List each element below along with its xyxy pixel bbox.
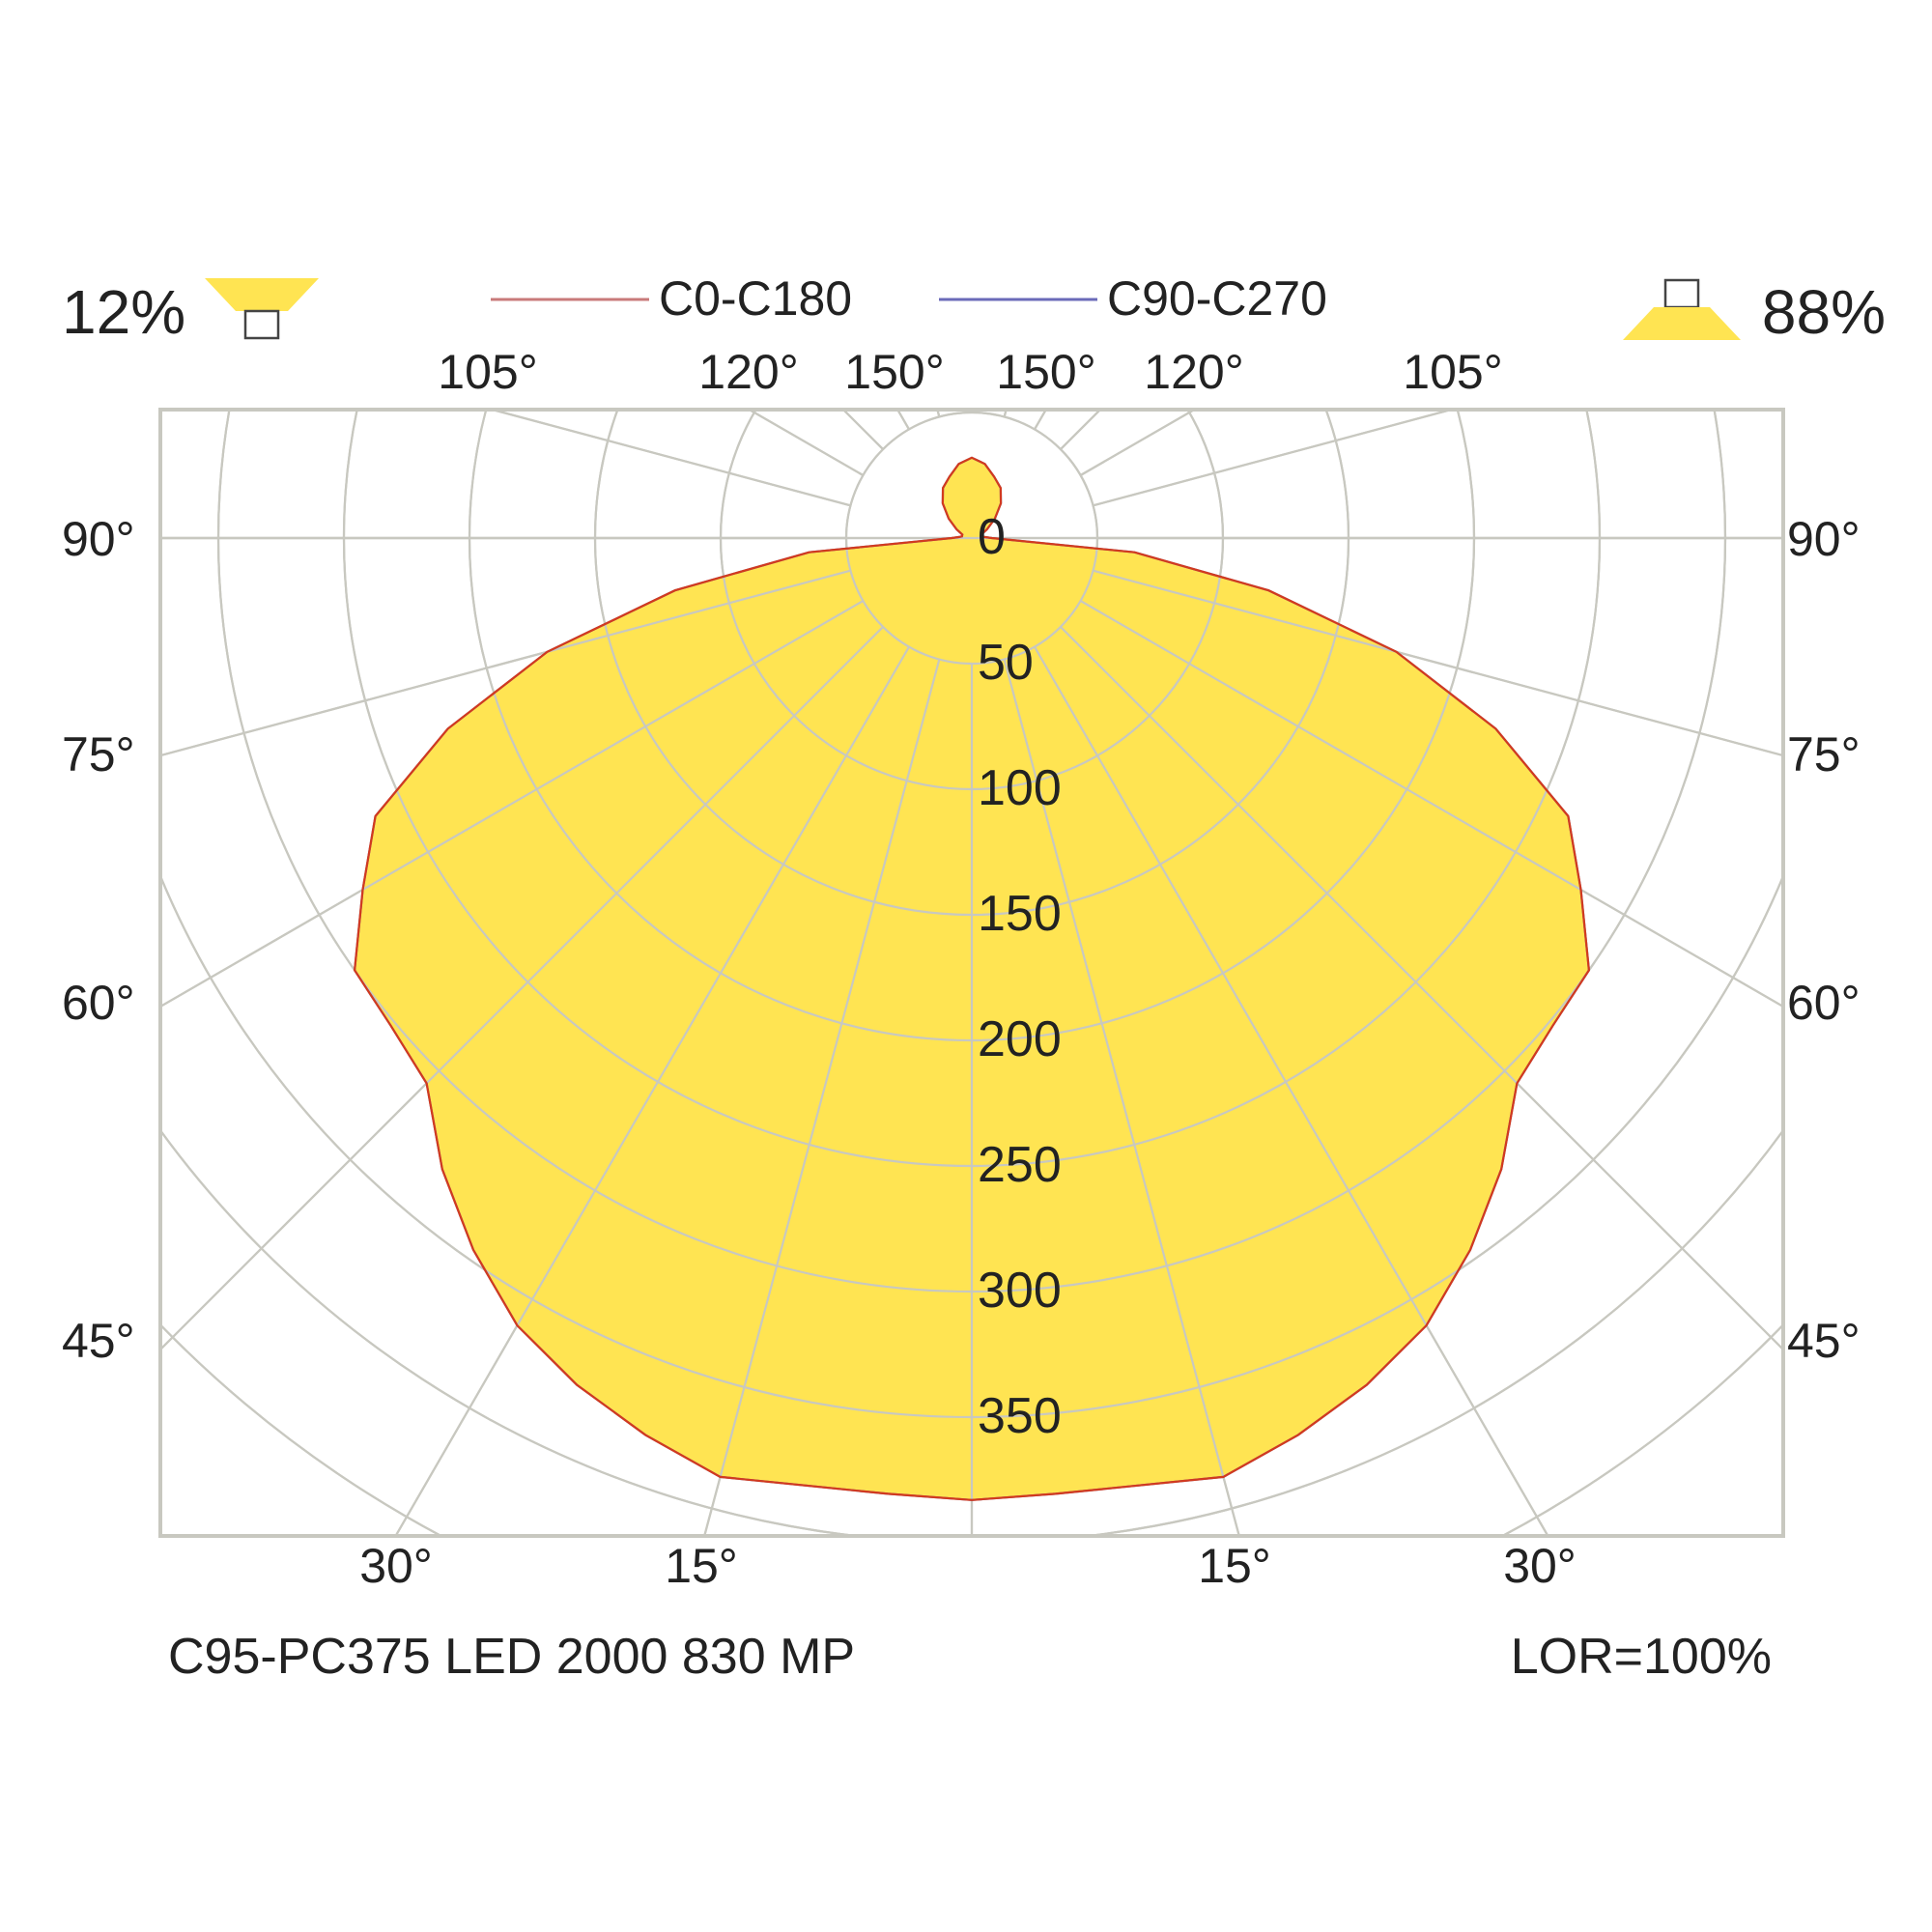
- angle-label-top-4: 120°: [1144, 345, 1243, 399]
- grid-spoke-15-left-overlay: [703, 659, 941, 1536]
- product-name: C95-PC375 LED 2000 830 MP: [168, 1629, 855, 1685]
- downlight-percent: 88%: [1762, 277, 1886, 347]
- radial-label-250: 250: [978, 1137, 1062, 1193]
- grid-spoke-120-left-overlay: [747, 410, 864, 476]
- grid-spoke-150-right-overlay: [1034, 410, 1048, 430]
- plot-frame: [158, 408, 1785, 1538]
- angle-label-bottom-3: 30°: [1503, 1539, 1577, 1593]
- grid-spoke-60-left-overlay: [160, 600, 864, 1009]
- grid-spoke-120-left: [747, 410, 864, 476]
- downlight-lamp-icon: [1623, 278, 1741, 340]
- legend-item-c0-c180: C0-C180: [491, 271, 852, 326]
- radial-label-50: 50: [978, 635, 1034, 691]
- grid-spoke-15-right-overlay: [1003, 659, 1240, 1536]
- angle-label-top-2: 150°: [844, 345, 944, 399]
- legend-label-c90-c270: C90-C270: [1107, 271, 1327, 326]
- angle-label-top-0: 105°: [438, 345, 537, 399]
- angle-label-left-3: 45°: [62, 1314, 135, 1368]
- angle-label-right-3: 45°: [1787, 1314, 1861, 1368]
- radial-label-300: 300: [978, 1263, 1062, 1319]
- angle-label-left-0: 90°: [62, 512, 135, 566]
- angle-label-bottom-2: 15°: [1198, 1539, 1271, 1593]
- radial-label-0: 0: [978, 509, 1006, 565]
- grid-spoke-120-right-overlay: [1080, 410, 1197, 476]
- grid-spoke-120-right: [1080, 410, 1197, 476]
- grid-spoke-45-right-overlay: [1060, 626, 1783, 1351]
- angle-label-left-2: 60°: [62, 976, 135, 1030]
- angle-label-top-5: 105°: [1403, 345, 1502, 399]
- grid-spoke-45-left-overlay: [160, 626, 884, 1351]
- angle-label-left-1: 75°: [62, 727, 135, 781]
- angle-label-top-3: 150°: [996, 345, 1095, 399]
- grid-spoke-60-right-overlay: [1080, 600, 1783, 1009]
- curve-c0-c180: [353, 456, 1591, 1501]
- grid-spoke-30-right-overlay: [1034, 646, 1549, 1536]
- radial-label-200: 200: [978, 1011, 1062, 1067]
- grid-spoke-150-left-overlay: [895, 410, 910, 430]
- angle-label-bottom-0: 30°: [359, 1539, 433, 1593]
- angle-label-right-1: 75°: [1787, 727, 1861, 781]
- uplight-percent: 12%: [62, 277, 185, 347]
- grid-spoke-150-right: [1034, 410, 1048, 430]
- grid-spoke-105-right-overlay: [1093, 410, 1456, 507]
- radial-label-100: 100: [978, 760, 1062, 816]
- grid-spoke-150-left: [895, 410, 910, 430]
- angle-label-right-2: 60°: [1787, 976, 1861, 1030]
- radial-label-350: 350: [978, 1388, 1062, 1444]
- grid-spoke-75-left-overlay: [160, 569, 851, 757]
- angle-label-bottom-1: 15°: [665, 1539, 738, 1593]
- legend-label-c0-c180: C0-C180: [659, 271, 852, 326]
- angle-label-top-1: 120°: [698, 345, 798, 399]
- grid-spoke-75-right-overlay: [1093, 569, 1783, 757]
- grid-spoke-30-left-overlay: [394, 646, 910, 1536]
- lor-value: LOR=100%: [1511, 1629, 1772, 1685]
- radial-scale-labels: 0 50 100 150 200 250 300 350: [978, 509, 1062, 1444]
- radial-label-150: 150: [978, 886, 1062, 942]
- uplight-lamp-icon: [205, 278, 319, 340]
- angle-label-right-0: 90°: [1787, 512, 1861, 566]
- grid-spoke-105-left-overlay: [488, 410, 851, 507]
- angle-labels: 90° 90° 75° 75° 60° 60° 45° 45° 30° 15° 15° 30° 105°…: [62, 345, 1861, 1593]
- legend-item-c90-c270: C90-C270: [939, 271, 1327, 326]
